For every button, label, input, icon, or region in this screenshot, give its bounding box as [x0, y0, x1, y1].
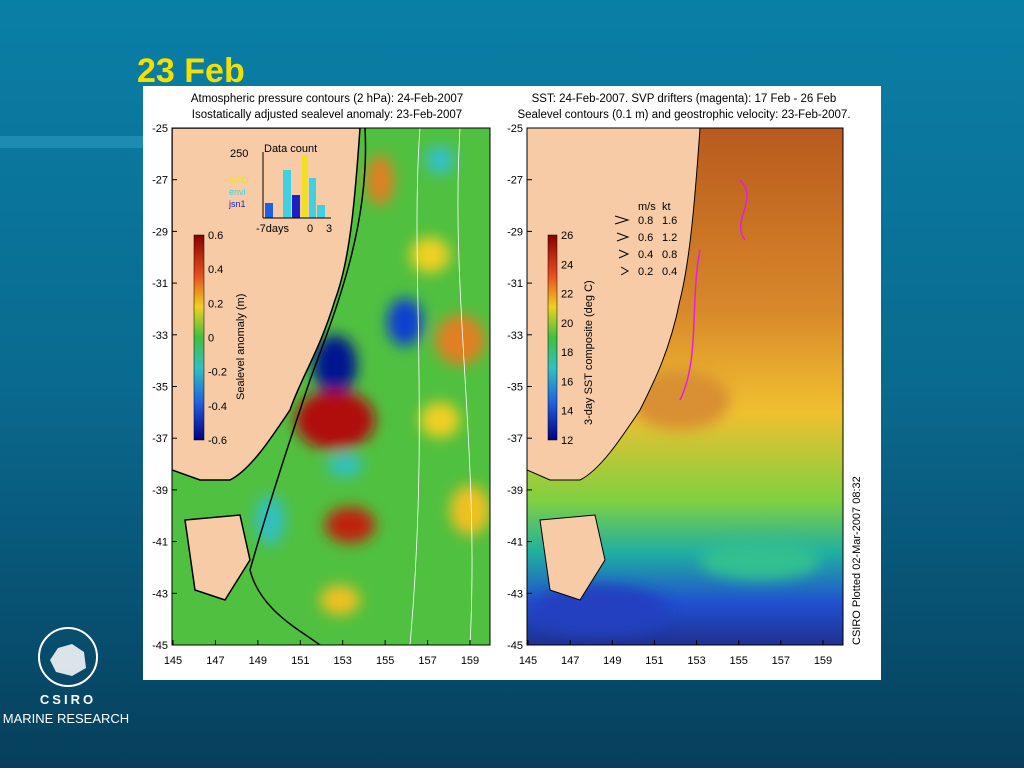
- colorbar-tick: -0.2: [208, 367, 227, 379]
- panel-title: SST: 24-Feb-2007. SVP drifters (magenta)…: [532, 93, 837, 105]
- x-tick-label: 145: [164, 655, 182, 667]
- colorbar-tick: 0: [208, 333, 214, 345]
- inset-x-tick: 0: [307, 223, 313, 235]
- panel-title: Isostatically adjusted sealevel anomaly:…: [192, 109, 462, 121]
- velocity-value: 0.4: [638, 249, 653, 261]
- colorbar-tick: 0.2: [208, 298, 223, 310]
- x-tick-label: 155: [730, 655, 748, 667]
- y-tick-label: -29: [152, 226, 168, 238]
- colorbar-tick: -0.4: [208, 401, 227, 413]
- x-tick-label: 153: [687, 655, 705, 667]
- slide-title: 23 Feb: [137, 52, 245, 90]
- colorbar-tick: 12: [561, 435, 573, 447]
- colorbar-tick: 0.4: [208, 264, 223, 276]
- velocity-arrow: [620, 266, 630, 276]
- y-tick-label: -43: [152, 588, 168, 600]
- inset-legend: GFO: [229, 175, 249, 185]
- y-tick-label: -37: [507, 433, 523, 445]
- y-tick-label: -39: [152, 485, 168, 497]
- y-tick-label: -41: [507, 537, 523, 549]
- x-tick-label: 155: [376, 655, 394, 667]
- colorbar-tick: 0.6: [208, 230, 223, 242]
- inset-legend: envi: [229, 187, 246, 197]
- y-tick-label: -31: [507, 278, 523, 290]
- inset-x-tick: -7days: [256, 223, 290, 235]
- colorbar-tick: 24: [561, 259, 573, 271]
- velocity-value: 0.8: [662, 249, 677, 261]
- left-map: [172, 128, 490, 645]
- accent-bar: [0, 136, 150, 148]
- left-colorbar: [193, 234, 205, 441]
- left-colorbar-label: Sealevel anomaly (m): [235, 294, 247, 400]
- inset-legend: jsn1: [228, 199, 246, 209]
- colorbar-tick: 20: [561, 318, 573, 330]
- footer: CSIRO Plotted 02-Mar-2007 08:32: [851, 476, 863, 645]
- velocity-value: 1.2: [662, 232, 677, 244]
- y-tick-label: -33: [507, 330, 523, 342]
- logo-name: CSIRO: [40, 692, 96, 707]
- panel-title: Atmospheric pressure contours (2 hPa): 2…: [191, 93, 463, 105]
- velocity-value: 0.2: [638, 266, 653, 278]
- inset: Data count 250 GFO envi jsn1 -7days 0 3: [228, 143, 332, 235]
- x-tick-label: 151: [291, 655, 309, 667]
- inset-y-tick: 250: [230, 148, 248, 160]
- x-tick-label: 157: [418, 655, 436, 667]
- x-tick-label: 149: [603, 655, 621, 667]
- x-tick-label: 153: [334, 655, 352, 667]
- y-tick-label: -31: [152, 278, 168, 290]
- y-tick-label: -25: [507, 123, 523, 135]
- y-tick-label: -25: [152, 123, 168, 135]
- right-map: [527, 128, 843, 645]
- y-tick-label: -35: [507, 382, 523, 394]
- velocity-arrow: [616, 232, 630, 242]
- y-tick-label: -45: [507, 640, 523, 652]
- velocity-header: m/s: [638, 201, 656, 213]
- y-tick-label: -35: [152, 382, 168, 394]
- y-tick-label: -27: [152, 175, 168, 187]
- x-tick-label: 151: [645, 655, 663, 667]
- velocity-value: 0.4: [662, 266, 677, 278]
- panel-title: Sealevel contours (0.1 m) and geostrophi…: [517, 109, 850, 121]
- y-tick-label: -33: [152, 330, 168, 342]
- x-tick-label: 147: [206, 655, 224, 667]
- x-tick-label: 145: [519, 655, 537, 667]
- y-tick-label: -37: [152, 433, 168, 445]
- velocity-value: 1.6: [662, 215, 677, 227]
- colorbar-tick: 26: [561, 230, 573, 242]
- logo-subtitle: MARINE RESEARCH: [3, 711, 129, 726]
- colorbar-tick: -0.6: [208, 435, 227, 447]
- inset-x-tick: 3: [326, 223, 332, 235]
- right-colorbar: [547, 234, 558, 441]
- x-tick-label: 149: [249, 655, 267, 667]
- logo: CSIRO MARINE RESEARCH: [3, 627, 129, 726]
- x-tick-label: 159: [461, 655, 479, 667]
- velocity-value: 0.8: [638, 215, 653, 227]
- velocity-header: kt: [662, 201, 671, 213]
- velocity-arrow: [614, 215, 630, 225]
- velocity-value: 0.6: [638, 232, 653, 244]
- colorbar-tick: 18: [561, 347, 573, 359]
- x-tick-label: 157: [772, 655, 790, 667]
- colorbar-tick: 16: [561, 376, 573, 388]
- colorbar-tick: 14: [561, 406, 573, 418]
- inset-title: Data count: [264, 143, 317, 155]
- y-tick-label: -29: [507, 226, 523, 238]
- y-tick-label: -41: [152, 537, 168, 549]
- y-tick-label: -27: [507, 175, 523, 187]
- right-colorbar-label: 3-day SST composite (deg C): [583, 280, 595, 425]
- x-tick-label: 147: [561, 655, 579, 667]
- y-tick-label: -43: [507, 588, 523, 600]
- y-tick-label: -45: [152, 640, 168, 652]
- x-tick-label: 159: [814, 655, 832, 667]
- y-tick-label: -39: [507, 485, 523, 497]
- velocity-arrow: [618, 249, 630, 259]
- colorbar-tick: 22: [561, 289, 573, 301]
